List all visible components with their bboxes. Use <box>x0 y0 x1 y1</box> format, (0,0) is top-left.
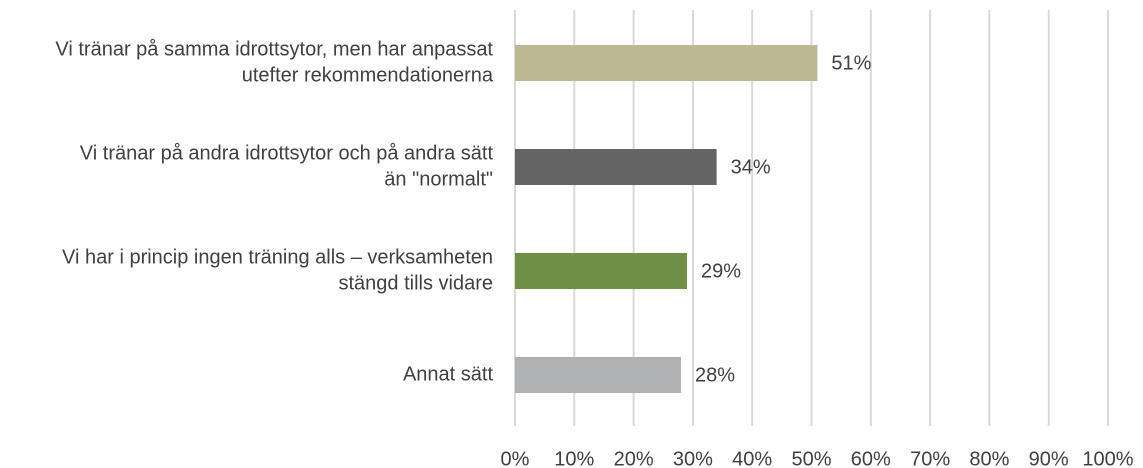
data-label: 34% <box>731 156 771 178</box>
data-label: 29% <box>701 260 741 282</box>
x-tick-label: 10% <box>554 448 594 468</box>
x-tick-label: 80% <box>969 448 1009 468</box>
category-label: Vi tränar på andra idrottsytor och på an… <box>80 142 494 164</box>
x-tick-label: 0% <box>501 448 530 468</box>
x-tick-label: 90% <box>1029 448 1069 468</box>
category-label: Vi har i princip ingen träning alls – ve… <box>62 246 493 268</box>
category-label: stängd tills vidare <box>338 272 493 294</box>
bar <box>515 253 687 289</box>
data-label: 51% <box>831 52 871 74</box>
x-tick-label: 30% <box>673 448 713 468</box>
x-tick-label: 100% <box>1082 448 1133 468</box>
x-tick-label: 70% <box>910 448 950 468</box>
bar <box>515 45 818 81</box>
category-label: Annat sätt <box>403 363 494 385</box>
category-label: utefter rekommendationerna <box>242 64 494 86</box>
category-label: Vi tränar på samma idrottsytor, men har … <box>55 38 493 60</box>
x-tick-label: 50% <box>791 448 831 468</box>
x-tick-label: 40% <box>732 448 772 468</box>
category-label: än "normalt" <box>384 168 493 190</box>
data-label: 28% <box>695 364 735 386</box>
bar <box>515 149 717 185</box>
bar <box>515 357 682 393</box>
x-tick-label: 20% <box>614 448 654 468</box>
x-tick-label: 60% <box>851 448 891 468</box>
